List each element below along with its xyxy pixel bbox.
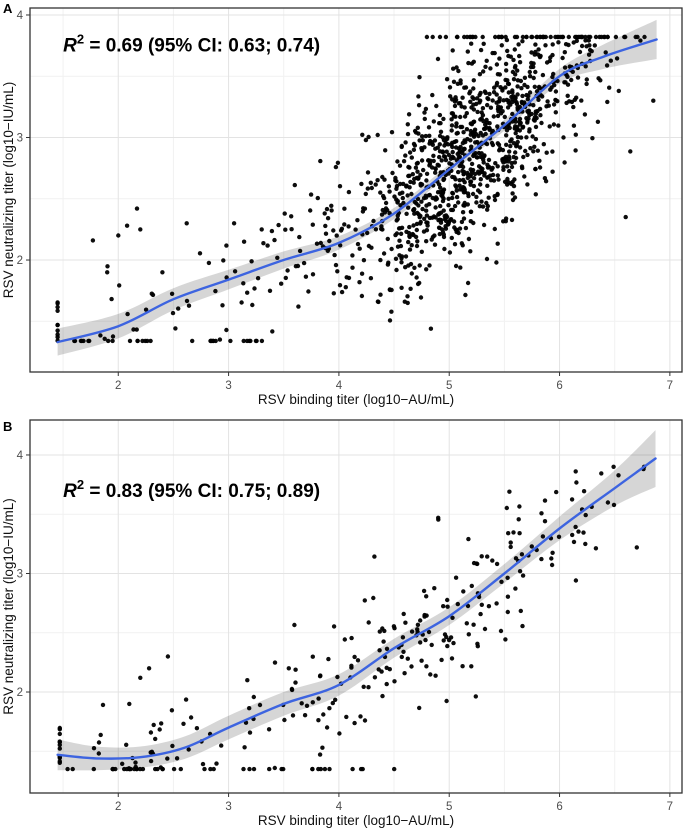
x-axis-title: RSV binding titer (log10−AU/mL)	[258, 813, 454, 828]
x-tick-label: 4	[336, 380, 343, 392]
y-tick-label: 3	[17, 568, 23, 580]
trend-line	[56, 38, 658, 344]
x-tick-label: 7	[667, 801, 673, 813]
confidence-band	[57, 19, 657, 356]
x-tick-label: 6	[556, 801, 562, 813]
x-tick-label: 7	[667, 380, 673, 392]
r-exponent: 2	[77, 477, 84, 492]
y-tick-label: 2	[17, 687, 23, 699]
r-exponent: 2	[77, 32, 84, 47]
trend-line	[56, 457, 657, 760]
x-tick-label: 5	[446, 801, 452, 813]
x-axis-title: RSV binding titer (log10−AU/mL)	[258, 392, 454, 407]
grid-minor	[30, 420, 682, 793]
scatter-points	[57, 464, 647, 772]
axis-ticks: 2 3 4 5 6 7 2 3 4	[17, 450, 673, 813]
panel-background	[30, 420, 682, 793]
y-tick-label: 2	[17, 255, 23, 267]
x-tick-label: 3	[225, 801, 231, 813]
annotation-text: = 0.83 (95% CI: 0.75; 0.89)	[84, 481, 320, 502]
panel-border	[29, 7, 683, 373]
x-tick-label: 6	[556, 380, 562, 392]
r-symbol: R	[63, 36, 77, 57]
r-squared-annotation: R2 = 0.83 (95% CI: 0.75; 0.89)	[63, 477, 320, 502]
y-tick-label: 3	[17, 133, 23, 145]
y-axis-title: RSV neutralizing titer (log10−IU/mL)	[1, 498, 16, 714]
x-tick-label: 3	[225, 380, 231, 392]
y-tick-label: 4	[17, 450, 24, 462]
x-tick-label: 2	[115, 380, 121, 392]
x-tick-label: 5	[446, 380, 452, 392]
y-tick-label: 4	[17, 10, 24, 22]
panel-label: B	[3, 419, 12, 434]
panel-label: A	[3, 1, 13, 16]
y-axis-title: RSV neutralizing titer (log10−IU/mL)	[1, 82, 16, 298]
grid-major	[30, 8, 682, 372]
grid-major	[30, 420, 682, 793]
x-tick-label: 2	[115, 801, 121, 813]
scatter-points	[55, 34, 656, 344]
r-symbol: R	[63, 481, 77, 502]
grid-minor	[30, 8, 682, 372]
x-tick-label: 4	[336, 801, 343, 813]
r-squared-annotation: R2 = 0.69 (95% CI: 0.63; 0.74)	[63, 32, 320, 57]
axis-ticks: 2 3 4 5 6 7 2 3 4	[17, 10, 673, 392]
annotation-text: = 0.69 (95% CI: 0.63; 0.74)	[84, 36, 320, 57]
panel-border	[29, 419, 683, 794]
